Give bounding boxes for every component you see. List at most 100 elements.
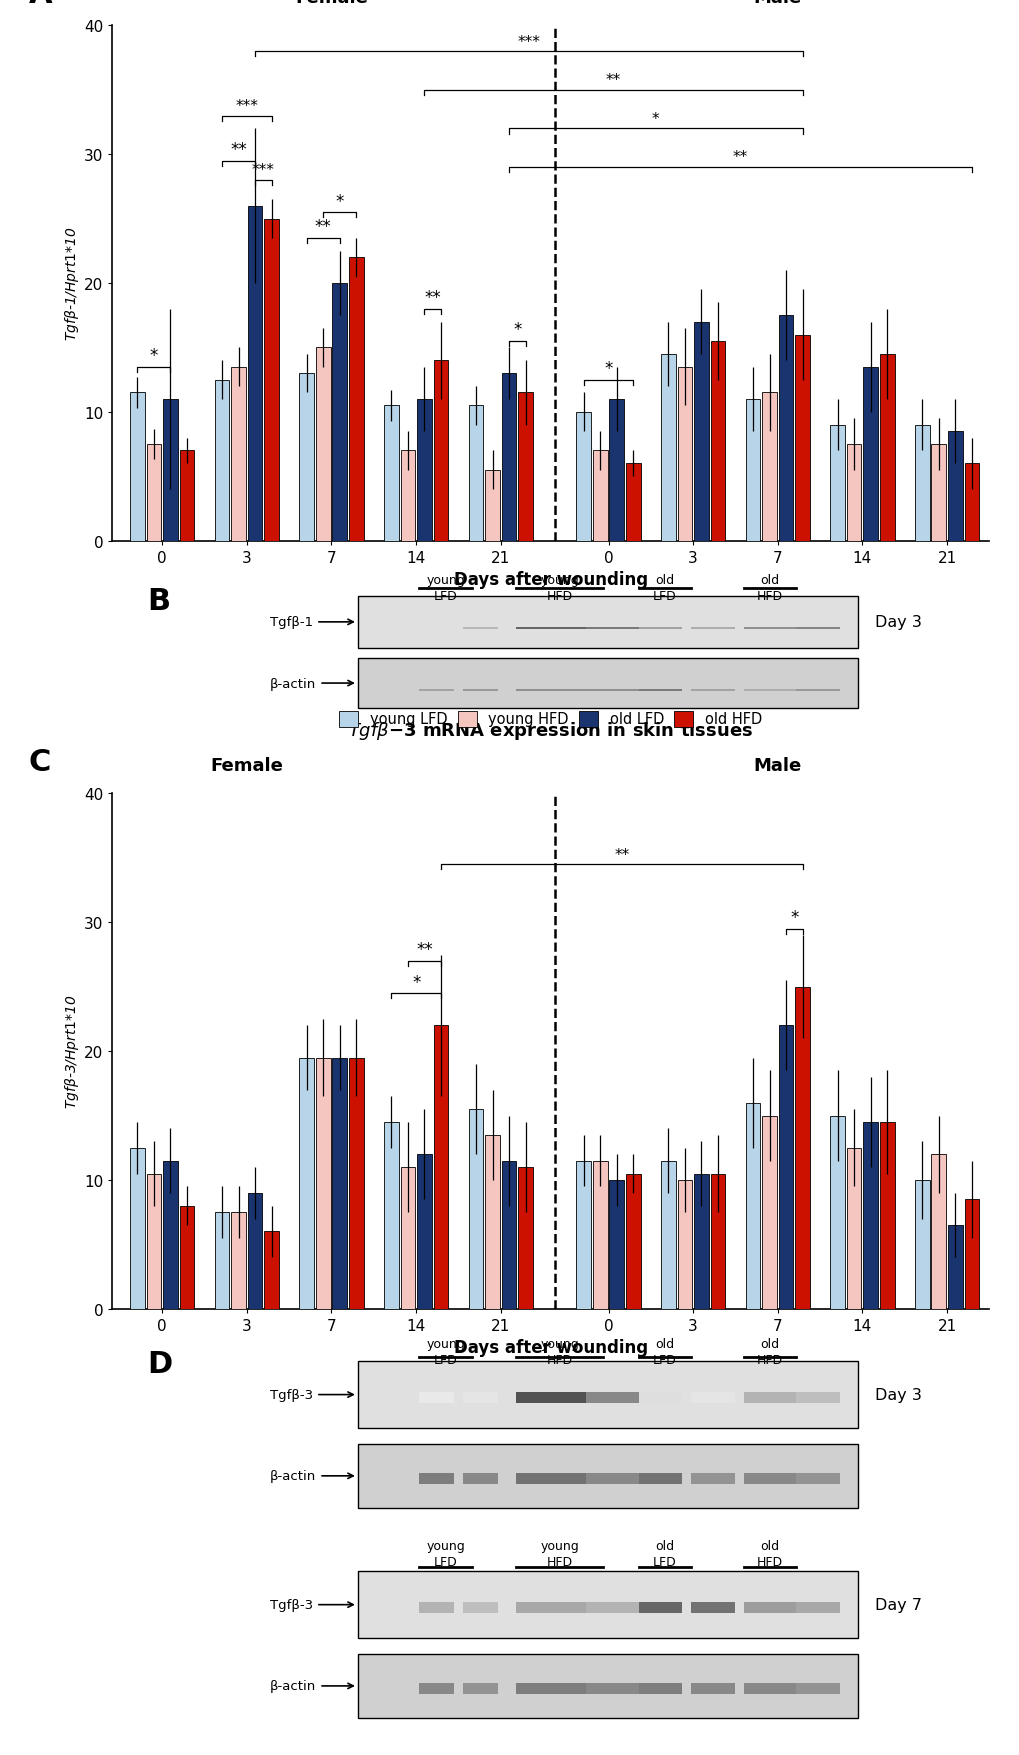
Text: young
LFD: young LFD	[426, 574, 465, 602]
Bar	[419, 628, 453, 630]
Bar	[433, 1025, 447, 1309]
Bar	[743, 1683, 796, 1694]
Bar	[463, 1683, 497, 1694]
Bar	[485, 1135, 499, 1309]
Bar	[417, 400, 431, 541]
Bar	[468, 1109, 483, 1309]
Bar	[914, 1181, 928, 1309]
Text: old
HFD: old HFD	[756, 574, 783, 602]
Legend: young LFD, young HFD, old LFD, old HFD: young LFD, young HFD, old LFD, old HFD	[339, 711, 761, 727]
Bar	[300, 374, 314, 541]
Bar	[761, 1116, 776, 1309]
Text: **: **	[416, 941, 432, 958]
Text: young
HFD: young HFD	[540, 574, 579, 602]
Bar	[316, 347, 330, 541]
Bar	[463, 1392, 497, 1402]
Bar	[130, 1148, 145, 1309]
Bar	[332, 284, 346, 541]
Bar	[231, 367, 246, 541]
Text: *: *	[412, 972, 420, 992]
Bar	[419, 690, 453, 691]
Text: D: D	[147, 1350, 172, 1378]
Text: Tgfβ-1: Tgfβ-1	[270, 616, 353, 628]
Bar	[796, 1472, 840, 1485]
Bar	[585, 1472, 638, 1485]
Bar	[964, 1200, 978, 1309]
Text: ***: ***	[517, 35, 540, 49]
Text: old
LFD: old LFD	[652, 1337, 676, 1367]
Bar	[795, 986, 809, 1309]
Text: **: **	[424, 290, 440, 307]
Text: C: C	[29, 748, 51, 777]
Bar	[745, 400, 759, 541]
Bar	[677, 1181, 692, 1309]
Bar	[130, 393, 145, 541]
Bar	[626, 463, 640, 541]
Bar	[516, 1683, 585, 1694]
Bar	[694, 323, 708, 541]
Bar	[846, 1148, 861, 1309]
Bar	[585, 690, 638, 691]
Text: old
HFD: old HFD	[756, 1337, 783, 1367]
Bar	[215, 381, 229, 541]
Bar	[796, 1392, 840, 1402]
Bar	[691, 1683, 735, 1694]
Bar	[638, 1392, 682, 1402]
Text: B: B	[147, 586, 170, 616]
Text: ***: ***	[252, 163, 274, 179]
Bar	[745, 1104, 759, 1309]
Bar	[332, 1058, 346, 1309]
Bar	[179, 1206, 195, 1309]
Bar	[609, 400, 624, 541]
Bar	[638, 1683, 682, 1694]
Bar	[179, 451, 195, 541]
Bar	[501, 1162, 516, 1309]
Bar	[660, 355, 675, 541]
Bar	[691, 628, 735, 630]
Bar	[248, 207, 262, 541]
Bar	[400, 451, 415, 541]
Title: $\mathit{Tgf\beta}$$\mathbf{-3}$ mRNA expression in skin tissues: $\mathit{Tgf\beta}$$\mathbf{-3}$ mRNA ex…	[347, 720, 753, 742]
Text: Day 3: Day 3	[874, 614, 921, 630]
Bar	[691, 1602, 735, 1613]
Bar	[638, 1472, 682, 1485]
Bar	[777, 316, 793, 541]
Bar	[677, 367, 692, 541]
Bar	[846, 444, 861, 541]
Text: *: *	[513, 321, 521, 339]
Bar	[358, 658, 857, 709]
Bar	[501, 374, 516, 541]
Bar	[626, 1174, 640, 1309]
Text: **: **	[605, 74, 621, 88]
Bar	[743, 690, 796, 691]
Bar	[383, 1123, 398, 1309]
Bar	[710, 1174, 725, 1309]
Bar	[829, 425, 844, 541]
Bar	[862, 367, 877, 541]
Bar	[400, 1167, 415, 1309]
Bar	[348, 258, 363, 541]
Bar	[433, 362, 447, 541]
Bar	[383, 405, 398, 541]
Text: **: **	[315, 218, 331, 237]
Bar	[248, 1193, 262, 1309]
Bar	[516, 690, 585, 691]
Bar	[147, 444, 161, 541]
Bar	[777, 1025, 793, 1309]
Bar	[796, 690, 840, 691]
Text: Day 3: Day 3	[874, 1386, 921, 1402]
Bar	[879, 1123, 894, 1309]
Text: old
LFD: old LFD	[652, 1539, 676, 1569]
Bar	[638, 628, 682, 630]
Text: *: *	[150, 347, 158, 365]
Bar	[829, 1116, 844, 1309]
Text: young
LFD: young LFD	[426, 1337, 465, 1367]
Bar	[300, 1058, 314, 1309]
Bar	[743, 1602, 796, 1613]
Bar	[147, 1174, 161, 1309]
Text: young
HFD: young HFD	[540, 1337, 579, 1367]
Text: β-actin: β-actin	[270, 677, 353, 690]
Bar	[419, 1602, 453, 1613]
Bar	[585, 1602, 638, 1613]
Bar	[585, 1683, 638, 1694]
